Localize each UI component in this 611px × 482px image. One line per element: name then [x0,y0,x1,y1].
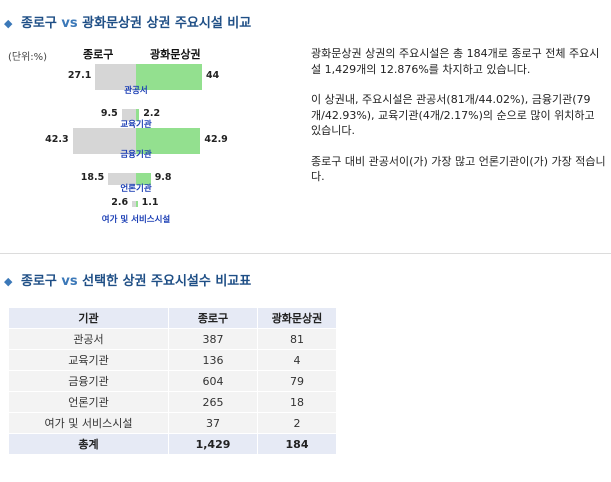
table-total-jongno: 1,429 [168,433,258,455]
table-cell-gwanghwamun: 18 [257,391,337,413]
table-cell-name: 여가 및 서비스시설 [8,412,169,434]
table-row: 여가 및 서비스시설 37 2 [8,412,337,434]
table-cell-jongno: 136 [168,349,258,371]
table-cell-gwanghwamun: 81 [257,328,337,350]
table-row: 관공서 387 81 [8,328,337,350]
section-title-vs: vs [61,16,78,31]
bar-right-0 [136,64,202,90]
section2-title-left: 종로구 [21,274,57,289]
value-label-left-0: 27.1 [67,70,92,81]
table-cell-jongno: 387 [168,328,258,350]
table-cell-jongno: 265 [168,391,258,413]
table-cell-gwanghwamun: 79 [257,370,337,392]
description-paragraph-3: 종로구 대비 관공서이(가) 가장 많고 언론기관이(가) 가장 적습니다. [311,154,606,184]
table-header-row: 기관 종로구 광화문상권 [8,307,337,329]
category-label-3: 언론기관 [120,184,152,194]
value-label-right-0: 44 [206,70,220,81]
table-cell-jongno: 37 [168,412,258,434]
bar-left-2 [72,128,136,154]
bar-left-0 [95,64,136,90]
description-text: 광화문상권 상권의 주요시설은 총 184개로 종로구 전체 주요시설 1,42… [311,46,606,200]
section-title-left: 종로구 [21,16,57,31]
table-cell-gwanghwamun: 4 [257,349,337,371]
table-header-jongno: 종로구 [168,307,258,329]
section-title-table: ◆ 종로구 vs 선택한 상권 주요시설수 비교표 [4,270,251,289]
category-label-4: 여가 및 서비스시설 [101,215,171,225]
bar-right-1 [136,109,140,121]
value-label-right-1: 2.2 [143,108,161,119]
value-label-left-2: 42.3 [45,134,69,145]
bar-right-4 [136,201,138,207]
table-cell-name: 관공서 [8,328,169,350]
table-cell-jongno: 604 [168,370,258,392]
category-label-0: 관공서 [124,86,148,96]
table-cell-name: 언론기관 [8,391,169,413]
bar-right-2 [136,128,201,154]
diamond-bullet-icon: ◆ [4,275,13,288]
table-cell-name: 금융기관 [8,370,169,392]
bar-left-3 [108,173,136,185]
description-paragraph-1: 광화문상권 상권의 주요시설은 총 184개로 종로구 전체 주요시설 1,42… [311,47,600,76]
section-title-comparison: ◆ 종로구 vs 광화문상권 상권 주요시설 비교 [4,12,251,31]
value-label-right-3: 9.8 [154,172,172,183]
table-cell-name: 교육기관 [8,349,169,371]
chart-right-header: 광화문상권 [150,48,201,61]
table-row: 교육기관 136 4 [8,349,337,371]
table-header-facility: 기관 [8,307,169,329]
chart-unit-label: (단위:%) [8,52,48,63]
bar-right-3 [136,173,151,185]
bar-left-1 [121,109,136,121]
section-title-right: 광화문상권 상권 주요시설 비교 [82,16,252,31]
section-divider [0,253,611,254]
value-label-right-4: 1.1 [141,197,159,208]
facility-comparison-table: 기관 종로구 광화문상권 관공서 387 81 교육기관 136 4 금융기관 … [8,307,337,455]
chart-left-header: 종로구 [83,48,114,61]
description-paragraph-2: 이 상권내, 주요시설은 관공서(81개/44.02%), 금융기관(79개/4… [311,93,595,137]
section2-title-right: 선택한 상권 주요시설수 비교표 [82,274,252,289]
value-label-left-4: 2.6 [111,197,129,208]
table-header-gwanghwamun: 광화문상권 [257,307,337,329]
value-label-left-1: 9.5 [100,108,118,119]
table-total-row: 총계 1,429 184 [8,433,337,455]
table-row: 언론기관 265 18 [8,391,337,413]
table-cell-gwanghwamun: 2 [257,412,337,434]
diamond-bullet-icon: ◆ [4,17,13,30]
value-label-right-2: 42.9 [204,134,228,145]
bar-left-4 [132,201,136,207]
category-label-1: 교육기관 [120,120,152,130]
value-label-left-3: 18.5 [80,172,105,183]
section2-title-vs: vs [61,274,78,289]
table-row: 금융기관 604 79 [8,370,337,392]
table-total-gwanghwamun: 184 [257,433,337,455]
category-label-2: 금융기관 [120,150,152,160]
table-total-name: 총계 [8,433,169,455]
